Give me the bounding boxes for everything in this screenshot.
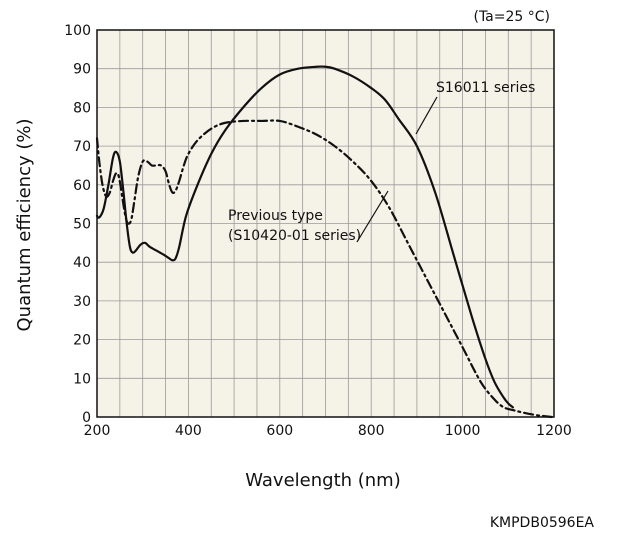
y-tick-labels: 0 10 20 30 40 50 60 70 80 90 100 (64, 23, 91, 426)
y-tick-label: 80 (73, 100, 91, 116)
figure-code: KMPDB0596EA (490, 515, 595, 531)
plot-frame (96, 29, 555, 418)
previous-type-annotation: Previous type (S10420-01 series) (228, 190, 389, 244)
s16011-series-label: S16011 series (436, 80, 535, 96)
y-tick-label: 70 (73, 139, 91, 155)
x-tick-label: 400 (175, 423, 202, 439)
x-tick-labels: 200 400 600 800 1000 1200 (84, 423, 572, 439)
y-tick-label: 20 (73, 333, 91, 349)
y-axis-title: Quantum efficiency (%) (14, 118, 35, 331)
y-tick-label: 50 (73, 217, 91, 233)
x-tick-label: 1200 (536, 423, 572, 439)
y-tick-label: 0 (82, 410, 91, 426)
s16011-annotation: S16011 series (415, 80, 535, 135)
x-tick-label: 200 (84, 423, 111, 439)
y-tick-label: 90 (73, 62, 91, 78)
s16011-series-line (95, 65, 514, 409)
series-layer (95, 65, 553, 419)
x-tick-label: 600 (266, 423, 293, 439)
condition-note: (Ta=25 °C) (473, 9, 550, 25)
y-tick-label: 100 (64, 23, 91, 39)
previous-type-model-label: (S10420-01 series) (228, 228, 361, 244)
x-axis-title: Wavelength (nm) (245, 470, 401, 491)
previous-type-series-line (95, 119, 553, 419)
y-tick-label: 10 (73, 371, 91, 387)
previous-type-label: Previous type (228, 208, 323, 224)
x-tick-label: 800 (358, 423, 385, 439)
y-tick-label: 30 (73, 294, 91, 310)
y-tick-label: 60 (73, 178, 91, 194)
x-tick-label: 1000 (445, 423, 481, 439)
y-tick-label: 40 (73, 255, 91, 271)
